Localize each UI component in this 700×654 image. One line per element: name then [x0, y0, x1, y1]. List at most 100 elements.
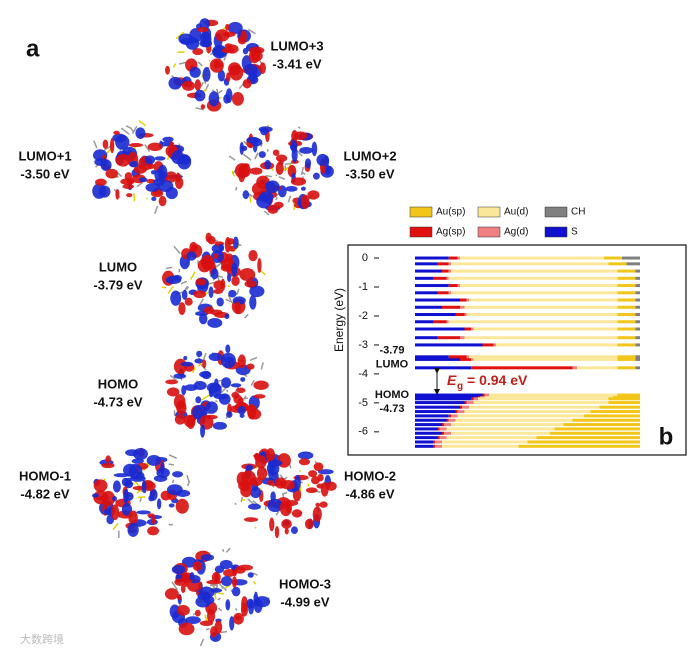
level-segment [617, 355, 636, 359]
level-segment [446, 276, 449, 280]
level-segment [635, 305, 640, 309]
orbital-lobe [241, 470, 256, 486]
y-tick-label: -3 [358, 339, 368, 351]
orbital-lobe [208, 91, 220, 107]
orbital-lobe [151, 196, 157, 202]
bond [235, 186, 238, 191]
orbital-lobe [194, 358, 204, 364]
bond [208, 59, 211, 62]
orbital-lobe [247, 404, 257, 420]
orbital-lobe [224, 313, 230, 320]
orbital-lobe [169, 141, 174, 152]
orbital-lobe [317, 473, 324, 482]
bond [300, 166, 304, 176]
orbital-lobe [220, 575, 233, 587]
orbital-lobe [266, 448, 276, 462]
orbital-lobe [120, 178, 135, 185]
orbital-lobe [205, 401, 218, 414]
level-segment [604, 256, 622, 260]
orbital-lobe [228, 289, 237, 298]
y-tick-label: -2 [358, 310, 368, 322]
orbital-lobe [147, 513, 155, 518]
orbital-lobe [242, 78, 252, 89]
orbital-lobe [234, 566, 246, 574]
orbital-name: HOMO-2 [344, 468, 396, 483]
orbital-lobe [259, 62, 266, 74]
bond [197, 61, 203, 67]
level-segment [469, 405, 600, 409]
orbital-lobe [178, 33, 194, 45]
level-segment [415, 262, 438, 266]
level-segment [442, 269, 449, 273]
level-segment [415, 393, 483, 397]
orbital-lobe [231, 262, 238, 277]
bond [220, 630, 228, 634]
orbital-lobe [227, 21, 243, 35]
orbital-lobe [199, 39, 213, 48]
legend-swatch [477, 226, 501, 238]
orbital-lobe [234, 163, 250, 179]
bond [225, 547, 231, 553]
level-segment [448, 256, 458, 260]
bond [260, 142, 263, 147]
bond [112, 522, 119, 531]
level-segment [457, 256, 460, 260]
level-segment [415, 291, 438, 295]
orbital-lobe [213, 288, 224, 295]
level-segment [617, 269, 636, 273]
y-tick-label: -1 [358, 281, 368, 293]
orbital-lobe [236, 387, 246, 394]
orbital-lobe [220, 263, 234, 272]
level-segment [599, 405, 640, 409]
level-segment [442, 305, 460, 309]
orbital-lobe [218, 393, 231, 405]
level-segment [608, 401, 640, 405]
orbital-lobe [233, 612, 244, 625]
orbital-lobe [214, 565, 225, 574]
orbital-lobe [268, 459, 283, 467]
orbital-lobe [232, 236, 239, 249]
orbital-lobe [164, 588, 179, 600]
orbital-lobe [135, 127, 146, 140]
orbital-lobe [324, 165, 331, 175]
orbital-lobe [254, 452, 260, 461]
orbital-lobe [186, 415, 196, 430]
level-segment [451, 414, 458, 418]
level-segment [563, 423, 640, 427]
orbital-lobe [237, 36, 247, 45]
orbital-lobe [203, 306, 215, 314]
orbital-lobe [184, 297, 193, 306]
orbital-lobe [231, 576, 237, 588]
orbital-lobe [201, 370, 212, 380]
orbital-lobe [121, 477, 130, 487]
level-segment [496, 343, 618, 347]
orbital-lobe [240, 145, 248, 152]
orbital-lobe [230, 383, 242, 388]
level-segment [448, 291, 451, 295]
orbital-lobe [166, 484, 183, 496]
bond [200, 394, 210, 401]
orbital-lobe [285, 185, 298, 192]
orbital-energy: -4.99 eV [280, 594, 329, 609]
bond [217, 597, 221, 601]
bond [240, 496, 244, 502]
orbital-lobe [183, 355, 188, 361]
y-tick-label: -5 [358, 397, 368, 409]
level-segment [451, 431, 550, 435]
orbital-lobe [248, 250, 258, 262]
orbital-lobe [158, 195, 167, 207]
orbital-lobe [197, 27, 209, 33]
orbital-lobe [170, 290, 182, 306]
orbital-lobe [220, 278, 226, 291]
orbital-name: LUMO+2 [343, 148, 396, 163]
bond [133, 193, 136, 202]
level-segment [439, 427, 447, 431]
level-segment [635, 284, 640, 288]
level-segment [446, 320, 449, 324]
level-segment [437, 262, 449, 266]
orbital-lobe [112, 480, 121, 493]
orbital-lobe [311, 141, 318, 157]
gap-symbol: E [447, 372, 457, 388]
orbital-lobe [305, 487, 318, 494]
orbital-lobe [226, 253, 233, 260]
